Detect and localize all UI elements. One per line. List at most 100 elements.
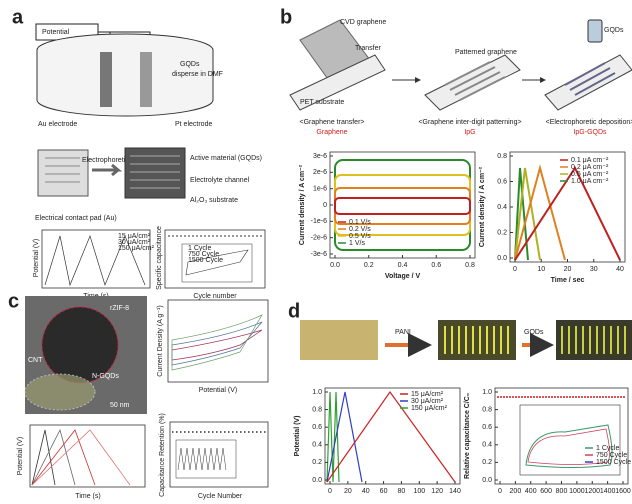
y-tick-label: 0.0	[482, 477, 492, 484]
label: CVD graphene	[340, 19, 386, 26]
curve	[177, 447, 227, 471]
legend-label: 0.1 μA cm⁻²	[571, 157, 609, 164]
plot-frame	[169, 421, 269, 488]
x-tick-label: 800	[556, 488, 568, 495]
label: Al₂O₃ substrate	[190, 197, 238, 204]
y-tick-label: 0.4	[497, 204, 507, 211]
y-tick-label: 0.6	[497, 178, 507, 185]
region	[24, 373, 96, 411]
legend-label: 15 μA/cm²	[411, 391, 444, 398]
legend-label: 150 μA/cm²	[118, 245, 155, 252]
x-tick-label: 60	[380, 488, 388, 495]
legend-label: 750 Cycle	[188, 251, 219, 258]
photo	[556, 320, 632, 360]
x-tick-label: 200	[510, 488, 522, 495]
inset	[175, 439, 237, 479]
y-tick-label: 0.2	[482, 459, 492, 466]
panel-label: a	[12, 6, 24, 28]
x-tick-label: 0	[328, 488, 332, 495]
substrate	[544, 54, 632, 111]
y-tick-label: 0.8	[312, 406, 322, 413]
curve	[525, 424, 613, 468]
curve	[185, 249, 249, 276]
x-tick-label: 600	[540, 488, 552, 495]
fingers	[444, 326, 509, 354]
y-tick-label: 1.0	[312, 389, 322, 396]
arrow	[92, 163, 123, 177]
label: GQDs	[180, 61, 200, 68]
x-tick-label: 30	[590, 266, 598, 273]
legend-label: 30 μA/cm²	[411, 398, 444, 405]
x-tick-label: 40	[362, 488, 370, 495]
axis-label: Current density / A cm⁻²	[479, 166, 486, 247]
gcd-curves	[31, 428, 131, 486]
x-tick-label: 0.2	[364, 262, 374, 269]
axis-label: Time / sec	[551, 277, 585, 284]
x-tick-label: 120	[431, 488, 443, 495]
y-tick-label: 1.0	[482, 389, 492, 396]
step-name: IpG	[464, 129, 475, 136]
inset	[181, 243, 253, 283]
panel-label: d	[288, 300, 300, 322]
legend-label: 1.0 μA cm⁻²	[571, 178, 609, 185]
label: rZIF-8	[110, 305, 129, 312]
plot-frame	[164, 229, 266, 289]
photo	[300, 320, 378, 360]
x-tick-label: 100	[413, 488, 425, 495]
plot-frame	[29, 424, 146, 488]
x-tick-label: 80	[398, 488, 406, 495]
step-caption: <Graphene transfer>	[300, 119, 365, 126]
vial	[587, 19, 603, 43]
label: PANI	[395, 329, 411, 336]
gcd-curves	[514, 164, 621, 261]
substrate	[289, 54, 386, 111]
x-tick-label: 20	[564, 266, 572, 273]
axis-label: Current density / A cm⁻²	[299, 164, 306, 245]
label: Transfer	[355, 45, 381, 52]
label: GQDs	[524, 329, 544, 336]
legend-label: 1500 Cycle	[188, 257, 223, 264]
x-tick-label: 0.8	[465, 262, 475, 269]
axis-label: Cycle Number	[198, 493, 243, 500]
label: CNT	[28, 357, 43, 364]
y-tick-label: 0.8	[497, 153, 507, 160]
photo	[438, 320, 516, 360]
axis-label: Specific capacitance	[156, 226, 163, 290]
y-tick-label: -3e-6	[311, 251, 327, 258]
legend-label: 0.2 μA cm⁻²	[571, 164, 609, 171]
label: Electrical contact pad (Au)	[35, 215, 117, 222]
panel-label: c	[8, 290, 19, 312]
x-tick-label: 1400	[600, 488, 616, 495]
beaker	[36, 50, 214, 117]
axis-label: Potential (V)	[33, 239, 40, 278]
label: Au electrode	[38, 121, 77, 128]
fingers	[444, 61, 506, 101]
legend-label: 1500 Cycle	[596, 459, 631, 466]
cv-curves	[171, 314, 263, 371]
particle	[41, 306, 119, 384]
y-tick-label: -1e-6	[311, 218, 327, 225]
legend-label: 1 Cycle	[596, 445, 619, 452]
cv-curves	[334, 159, 471, 251]
x-tick-label: 1000	[569, 488, 585, 495]
legend-label: 0.5 μA cm⁻²	[571, 171, 609, 178]
step-caption: <Electrophoretic deposition>	[546, 119, 632, 126]
axis-label: Relative capacitance C/C₀	[464, 393, 471, 479]
fingers	[564, 62, 616, 96]
device	[37, 149, 89, 197]
label: Electrolyte channel	[190, 177, 250, 184]
y-tick-label: 1e-6	[313, 186, 327, 193]
legend-label: 0.5 V/s	[349, 233, 371, 240]
label: 50 nm	[110, 402, 130, 409]
y-tick-label: 0	[323, 202, 327, 209]
curve	[527, 428, 610, 465]
y-tick-label: 0.6	[482, 424, 492, 431]
legend-label: 30 μA/cm²	[118, 239, 151, 246]
axis-label: Potential (V)	[294, 416, 301, 457]
y-tick-label: 2e-6	[313, 169, 327, 176]
y-tick-label: 0.0	[497, 255, 507, 262]
panel-label: b	[280, 6, 292, 28]
step-name: Graphene	[316, 129, 347, 136]
substrate	[424, 54, 521, 111]
